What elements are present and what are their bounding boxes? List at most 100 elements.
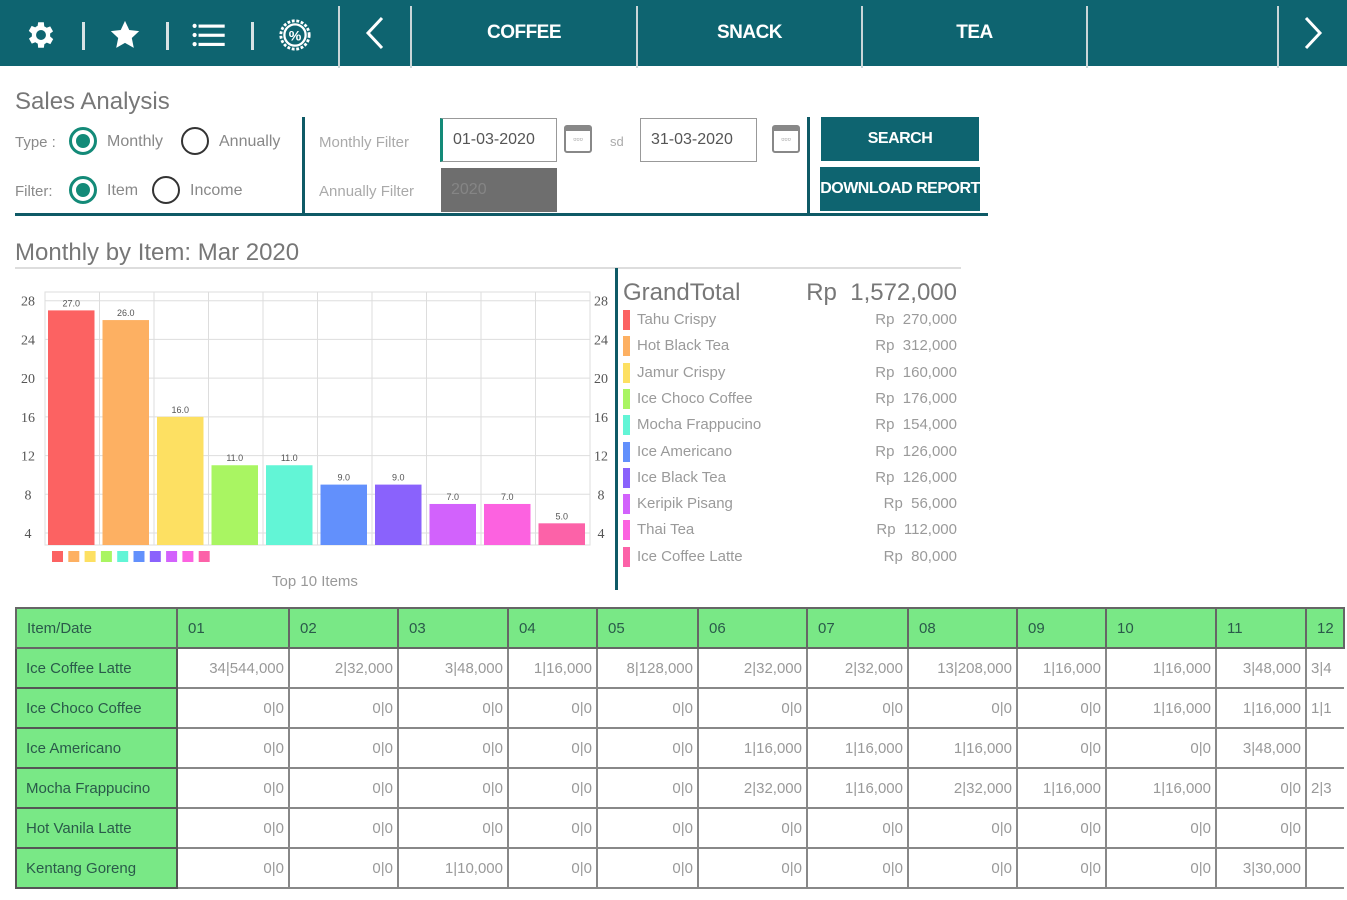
- item-total: Rp 176,000: [875, 389, 957, 407]
- y-tick-left: 24: [21, 333, 35, 348]
- radio-annually[interactable]: [181, 127, 209, 155]
- column-header: 06: [697, 607, 808, 649]
- sales-cell: 0|0: [176, 847, 290, 889]
- column-header: 01: [176, 607, 290, 649]
- sales-cell: 1|16,000: [907, 727, 1018, 769]
- next-tab-button[interactable]: [1279, 0, 1347, 66]
- divider: [15, 267, 961, 269]
- sales-cell: 0|0: [697, 687, 808, 729]
- bar-value-label: 9.0: [337, 473, 350, 483]
- sales-cell: 1|16,000: [1105, 767, 1217, 809]
- legend-swatch: [133, 551, 145, 562]
- grand-total-item: Ice Black Tea Rp 126,000: [623, 466, 957, 492]
- download-report-button[interactable]: DOWNLOAD REPORT: [820, 167, 980, 211]
- sales-cell: 0|0: [907, 807, 1018, 849]
- column-header: 10: [1105, 607, 1217, 649]
- sales-cell: 1|16,000: [507, 647, 598, 689]
- table-row[interactable]: Hot Vanila Latte 0|0 0|0 0|0 0|0 0|0 0|0 0|0 0|0…: [15, 807, 1344, 849]
- sales-cell: 1|16,000: [697, 727, 808, 769]
- legend-swatch: [68, 551, 80, 562]
- annually-filter-label: Annually Filter: [319, 183, 415, 200]
- svg-text:%: %: [289, 29, 302, 45]
- sales-cell: 2|3: [1305, 767, 1344, 809]
- radio-monthly-label: Monthly: [107, 133, 164, 150]
- table-row[interactable]: Ice Choco Coffee 0|0 0|0 0|0 0|0 0|0 0|0 0|0 0|0…: [15, 687, 1344, 729]
- bar-value-label: 11.0: [226, 453, 243, 463]
- radio-monthly[interactable]: [69, 127, 97, 155]
- item-total: Rp 312,000: [875, 337, 957, 355]
- divider: [861, 6, 863, 68]
- radio-item[interactable]: [69, 176, 97, 204]
- sales-cell: 3|48,000: [1215, 647, 1307, 689]
- list-icon[interactable]: [192, 18, 226, 52]
- sales-cell: 0|0: [507, 767, 598, 809]
- date-to-input[interactable]: 31-03-2020: [640, 118, 757, 162]
- bar: [429, 503, 476, 545]
- radio-income[interactable]: [152, 176, 180, 204]
- sales-cell: 0|0: [507, 807, 598, 849]
- item-name: Ice Choco Coffee: [637, 389, 753, 407]
- table-row[interactable]: Mocha Frappucino 0|0 0|0 0|0 0|0 0|0 2|32,000 1…: [15, 767, 1344, 809]
- y-tick-left: 12: [21, 450, 35, 465]
- star-icon[interactable]: [108, 18, 142, 52]
- tab-tea[interactable]: TEA: [956, 22, 993, 43]
- sales-table: Item/Date 01 02 03 04 05 06 07 08 09 10 11 12 Ice Cof…: [15, 607, 1345, 889]
- table-row[interactable]: Kentang Goreng 0|0 0|0 1|10,000 0|0 0|0 0|0 0|0…: [15, 847, 1344, 889]
- item-total: Rp 126,000: [875, 468, 957, 486]
- item-name: Mocha Frappucino: [637, 416, 762, 434]
- bar: [102, 320, 149, 545]
- prev-tab-button[interactable]: [340, 0, 410, 66]
- grand-total-item: Keripik Pisang Rp 56,000: [623, 492, 957, 518]
- tab-coffee[interactable]: COFFEE: [486, 22, 562, 43]
- x-axis-label: Top 10 Items: [272, 573, 358, 590]
- gear-icon[interactable]: [24, 18, 58, 52]
- legend-swatch: [198, 551, 210, 562]
- y-tick-right: 12: [594, 450, 608, 465]
- bar-value-label: 5.0: [555, 511, 568, 521]
- grand-total-label: GrandTotal: [623, 279, 741, 306]
- item-name: Ice Coffee Latte: [637, 547, 743, 565]
- legend-swatch: [84, 551, 96, 562]
- sales-cell: 0|0: [176, 687, 290, 729]
- y-tick-left: 8: [25, 488, 32, 503]
- calendar-icon[interactable]: ▫▫▫: [772, 125, 800, 153]
- table-row[interactable]: Ice Americano 0|0 0|0 0|0 0|0 0|0 1|16,000 1|16…: [15, 727, 1344, 769]
- tab-empty[interactable]: [1088, 0, 1277, 66]
- monthly-filter-label: Monthly Filter: [319, 134, 410, 151]
- grand-total-item: Thai Tea Rp 112,000: [623, 518, 957, 544]
- table-row[interactable]: Ice Coffee Latte 34|544,000 2|32,000 3|48,0…: [15, 647, 1344, 689]
- date-from-input[interactable]: 01-03-2020: [440, 118, 557, 162]
- sales-cell: 0|0: [1016, 807, 1107, 849]
- legend-swatch: [623, 362, 630, 383]
- type-label: Type :: [15, 134, 56, 151]
- sales-cell: 3|30,000: [1215, 847, 1307, 889]
- sales-cell: 0|0: [1016, 847, 1107, 889]
- sales-cell: 3|48,000: [397, 647, 509, 689]
- sales-cell: 0|0: [806, 847, 909, 889]
- item-total: Rp 270,000: [875, 311, 957, 328]
- sales-cell: 34|544,000: [176, 647, 290, 689]
- discount-icon[interactable]: %: [278, 18, 312, 52]
- item-name: Ice Black Tea: [637, 468, 726, 486]
- legend-swatch: [623, 388, 630, 409]
- divider: [1277, 6, 1279, 68]
- y-tick-left: 20: [21, 372, 35, 387]
- sales-cell: 1|16,000: [1016, 647, 1107, 689]
- search-button[interactable]: SEARCH: [821, 117, 979, 161]
- column-header: 11: [1215, 607, 1307, 649]
- item-name-cell: Kentang Goreng: [15, 847, 178, 889]
- bar: [157, 416, 204, 545]
- sales-cell: 0|0: [907, 687, 1018, 729]
- sales-cell: 0|0: [697, 847, 808, 889]
- bar: [538, 523, 585, 545]
- bar-value-label: 7.0: [446, 492, 459, 502]
- calendar-icon[interactable]: ▫▫▫: [564, 125, 592, 153]
- item-name-cell: Ice Choco Coffee: [15, 687, 178, 729]
- table-header-row: Item/Date 01 02 03 04 05 06 07 08 09 10 11 12: [15, 607, 1345, 649]
- divider: [807, 117, 810, 215]
- sales-cell: 0|0: [596, 847, 699, 889]
- sales-cell: 0|0: [596, 767, 699, 809]
- tab-snack[interactable]: SNACK: [716, 22, 783, 43]
- sales-cell: 13|208,000: [907, 647, 1018, 689]
- page-title: Sales Analysis: [15, 88, 170, 115]
